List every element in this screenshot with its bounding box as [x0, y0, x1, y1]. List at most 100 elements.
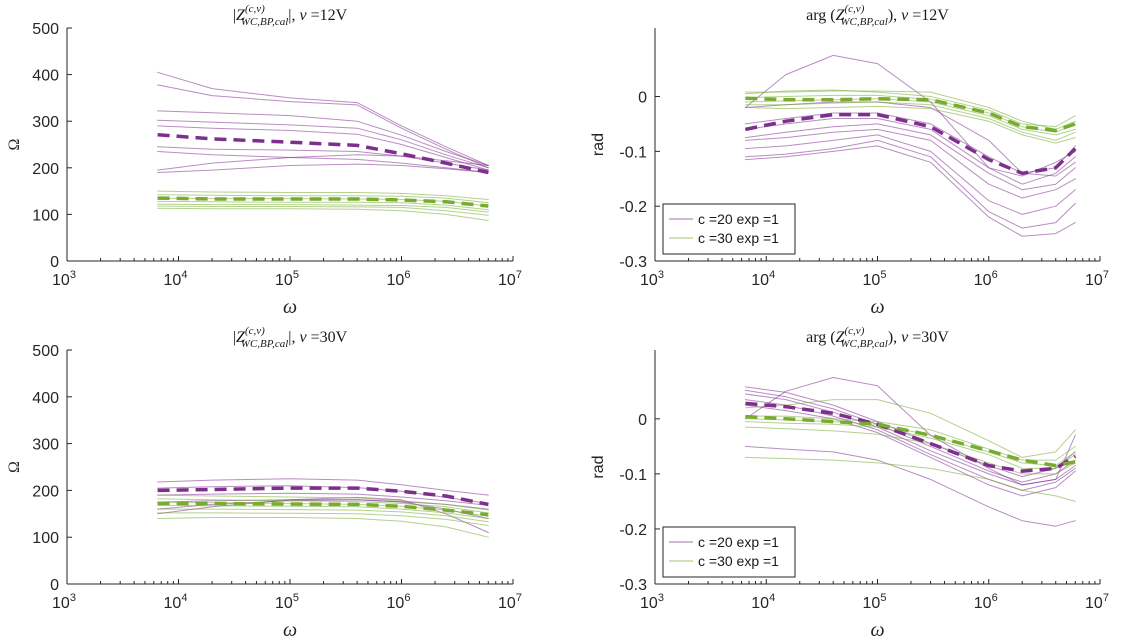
y-tick-label: -0.3	[619, 577, 647, 594]
series-group	[157, 478, 489, 538]
y-tick-label: 500	[32, 343, 59, 360]
series-line-c20	[157, 71, 489, 166]
series-line-c20	[744, 404, 1076, 497]
y-axis-label: rad	[590, 133, 607, 156]
series-line-c20	[157, 154, 489, 171]
legend-label-c30: c =30 exp =1	[698, 553, 779, 569]
mean-line-c20	[157, 486, 489, 507]
mean-line-c30	[745, 414, 1076, 468]
chart-title: |Z(c,v) WC,BP,cal|, v =30V	[233, 325, 348, 350]
y-tick-label: -0.2	[619, 199, 647, 216]
x-tick-label: 105	[863, 592, 887, 612]
chart-title: arg (Z(c,v) WC,BP,cal), v =12V	[806, 3, 949, 28]
x-tick-label: 104	[164, 269, 188, 289]
legend-label-c20: c =20 exp =1	[698, 211, 779, 227]
y-tick-label: 400	[32, 390, 59, 407]
x-tick-label: 103	[52, 269, 76, 289]
x-tick-label: 107	[498, 269, 522, 289]
x-tick-label: 106	[974, 592, 998, 612]
y-tick-label: 200	[32, 483, 59, 500]
series-line-c30	[744, 89, 1076, 128]
series-line-c20	[157, 84, 489, 169]
legend-box	[662, 526, 796, 578]
y-axis-label: Ω	[6, 461, 23, 473]
series-line-c30	[744, 105, 1076, 144]
y-tick-label: 500	[32, 21, 59, 38]
y-tick-label: -0.1	[619, 467, 647, 484]
series-line-c30	[157, 498, 489, 514]
series-line-c20	[157, 110, 489, 166]
x-tick-label: 107	[498, 592, 522, 612]
x-tick-label: 105	[275, 592, 299, 612]
series-line-c20	[744, 399, 1076, 491]
series-line-c20	[744, 445, 1076, 527]
chart-title: |Z(c,v) WC,BP,cal|, v =12V	[233, 3, 348, 28]
series-line-c20	[744, 123, 1076, 191]
x-axis-label: ω	[283, 296, 297, 318]
series-line-c20	[744, 145, 1076, 237]
chart-panel-2: 103 104 105 106 107 -0.3 -0.2 -0.1 0 ω rad arg (Z(c…	[590, 3, 1109, 318]
series-line-c20	[157, 478, 489, 496]
series-line-c20	[157, 163, 489, 173]
x-tick-label: 106	[974, 269, 998, 289]
series-line-c20	[744, 101, 1076, 177]
series-line-c30	[744, 415, 1076, 461]
legend: c =20 exp =1 c =30 exp =1	[662, 526, 796, 578]
series-group	[744, 377, 1077, 527]
series-group	[157, 71, 489, 221]
x-tick-label: 105	[863, 269, 887, 289]
legend-box	[662, 203, 796, 255]
series-line-c30	[744, 399, 1076, 458]
series-line-c30	[157, 203, 489, 213]
x-tick-label: 104	[751, 592, 775, 612]
chart-panel-4: 103 104 105 106 107 -0.3 -0.2 -0.1 0 ω rad arg (Z(c…	[590, 325, 1109, 641]
legend-label-c20: c =20 exp =1	[698, 534, 779, 550]
series-line-c20	[744, 389, 1076, 483]
y-tick-label: -0.2	[619, 522, 647, 539]
x-tick-label: 103	[640, 269, 664, 289]
y-tick-label: 200	[32, 161, 59, 178]
x-tick-label: 106	[387, 592, 411, 612]
x-tick-label: 103	[52, 592, 76, 612]
series-line-c30	[157, 508, 489, 523]
series-line-c30	[157, 190, 489, 200]
series-line-c30	[744, 98, 1076, 136]
y-tick-label: 0	[638, 90, 647, 107]
x-axis-label: ω	[870, 619, 884, 641]
legend: c =20 exp =1 c =30 exp =1	[662, 203, 796, 255]
y-tick-label: 300	[32, 114, 59, 131]
mean-line-c20	[157, 132, 489, 175]
series-line-c30	[744, 94, 1076, 133]
series-line-c20	[744, 139, 1076, 229]
x-axis-label: ω	[870, 296, 884, 318]
x-tick-label: 105	[275, 269, 299, 289]
series-line-c20	[744, 128, 1076, 199]
chart-title: arg (Z(c,v) WC,BP,cal), v =30V	[806, 325, 949, 350]
series-line-c20	[157, 492, 489, 506]
x-tick-label: 104	[751, 269, 775, 289]
y-tick-label: 100	[32, 530, 59, 547]
series-line-c30	[157, 494, 489, 511]
series-line-c20	[157, 151, 489, 173]
series-line-c20	[744, 134, 1076, 215]
x-axis-label: ω	[283, 619, 297, 641]
y-axis-label: rad	[590, 455, 607, 478]
series-line-c30	[744, 101, 1076, 141]
series-line-c20	[744, 118, 1076, 185]
y-tick-label: 0	[50, 577, 59, 594]
y-tick-label: -0.3	[619, 254, 647, 271]
series-line-c30	[157, 194, 489, 204]
series-line-c20	[157, 125, 489, 171]
series-line-c30	[744, 456, 1076, 502]
x-tick-label: 106	[387, 269, 411, 289]
x-tick-label: 103	[640, 592, 664, 612]
series-line-c30	[157, 200, 489, 211]
y-tick-label: 0	[638, 412, 647, 429]
series-line-c30	[157, 517, 489, 538]
y-tick-label: 100	[32, 207, 59, 224]
series-line-c30	[744, 90, 1076, 130]
x-tick-label: 104	[164, 592, 188, 612]
y-axis-label: Ω	[6, 138, 23, 150]
series-line-c20	[744, 393, 1076, 486]
